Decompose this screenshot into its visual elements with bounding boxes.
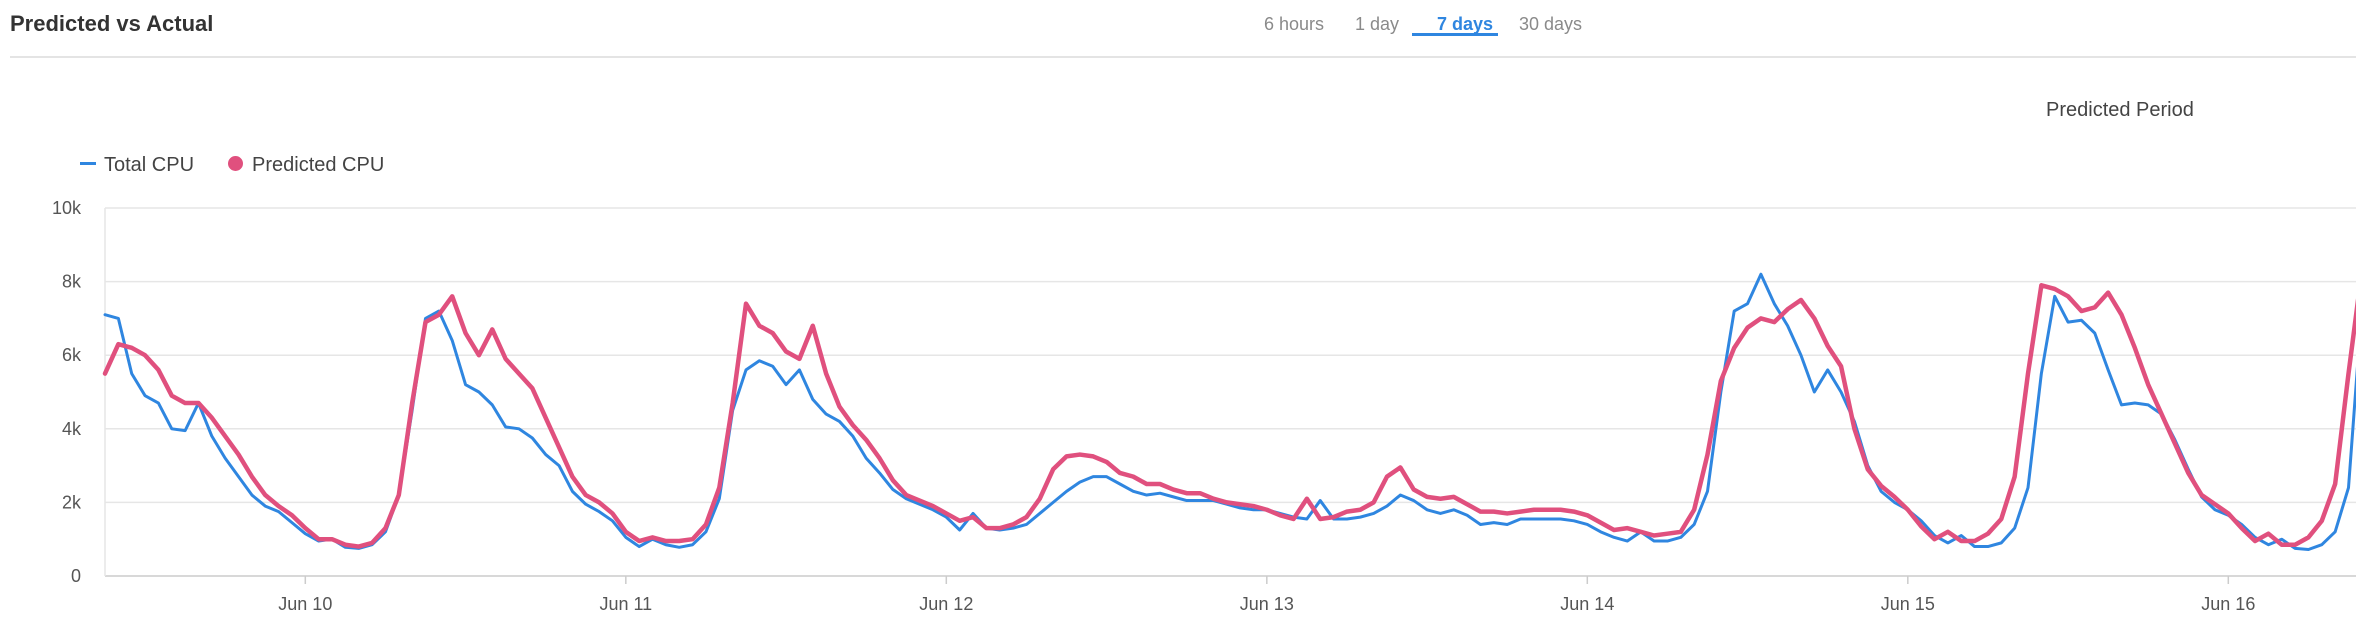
page-title: Predicted vs Actual [10,11,214,36]
x-axis-ticks: Jun 10 Jun 11 Jun 12 Jun 13 Jun 14 Jun 15 Jun … [278,576,2255,614]
header-divider [10,56,2356,58]
y-tick-label: 8k [62,272,82,292]
tab-30-days[interactable]: 30 days [1519,14,1583,34]
x-tick-label: Jun 15 [1881,594,1935,614]
line-swatch-icon [80,162,96,166]
tab-1-day[interactable]: 1 day [1355,14,1400,34]
x-tick-label: Jun 11 [599,594,652,614]
y-tick-label: 4k [62,419,82,439]
series-lines [102,271,2356,551]
predicted-period-label: Predicted Period [2046,99,2194,121]
legend-label: Total CPU [104,154,195,176]
series-line-predicted-cpu[interactable] [102,271,2356,549]
x-tick-label: Jun 16 [2201,594,2255,614]
legend-label: Predicted CPU [252,154,385,176]
y-tick-label: 0 [71,566,81,586]
dot-swatch-icon [228,156,243,172]
y-tick-label: 6k [62,345,82,365]
y-tick-label: 10k [52,198,82,218]
x-tick-label: Jun 13 [1240,594,1294,614]
series-line-total-cpu[interactable] [103,272,2356,551]
y-tick-label: 2k [62,492,82,512]
x-tick-label: Jun 14 [1560,594,1614,614]
legend-item-total-cpu[interactable]: Total CPU [80,154,194,177]
x-tick-label: Jun 12 [919,594,973,614]
tab-6-hours[interactable]: 6 hours [1264,14,1325,34]
chart-header: Predicted vs Actual 6 hours 1 day 7 days… [0,0,2356,57]
tab-7-days[interactable]: 7 days [1437,14,1494,34]
y-axis-ticks: 0 2k 4k 6k 8k 10k [52,198,82,586]
x-tick-label: Jun 10 [278,594,332,614]
legend-item-predicted-cpu[interactable]: Predicted CPU [228,154,384,177]
active-tab-indicator [1412,33,1498,36]
